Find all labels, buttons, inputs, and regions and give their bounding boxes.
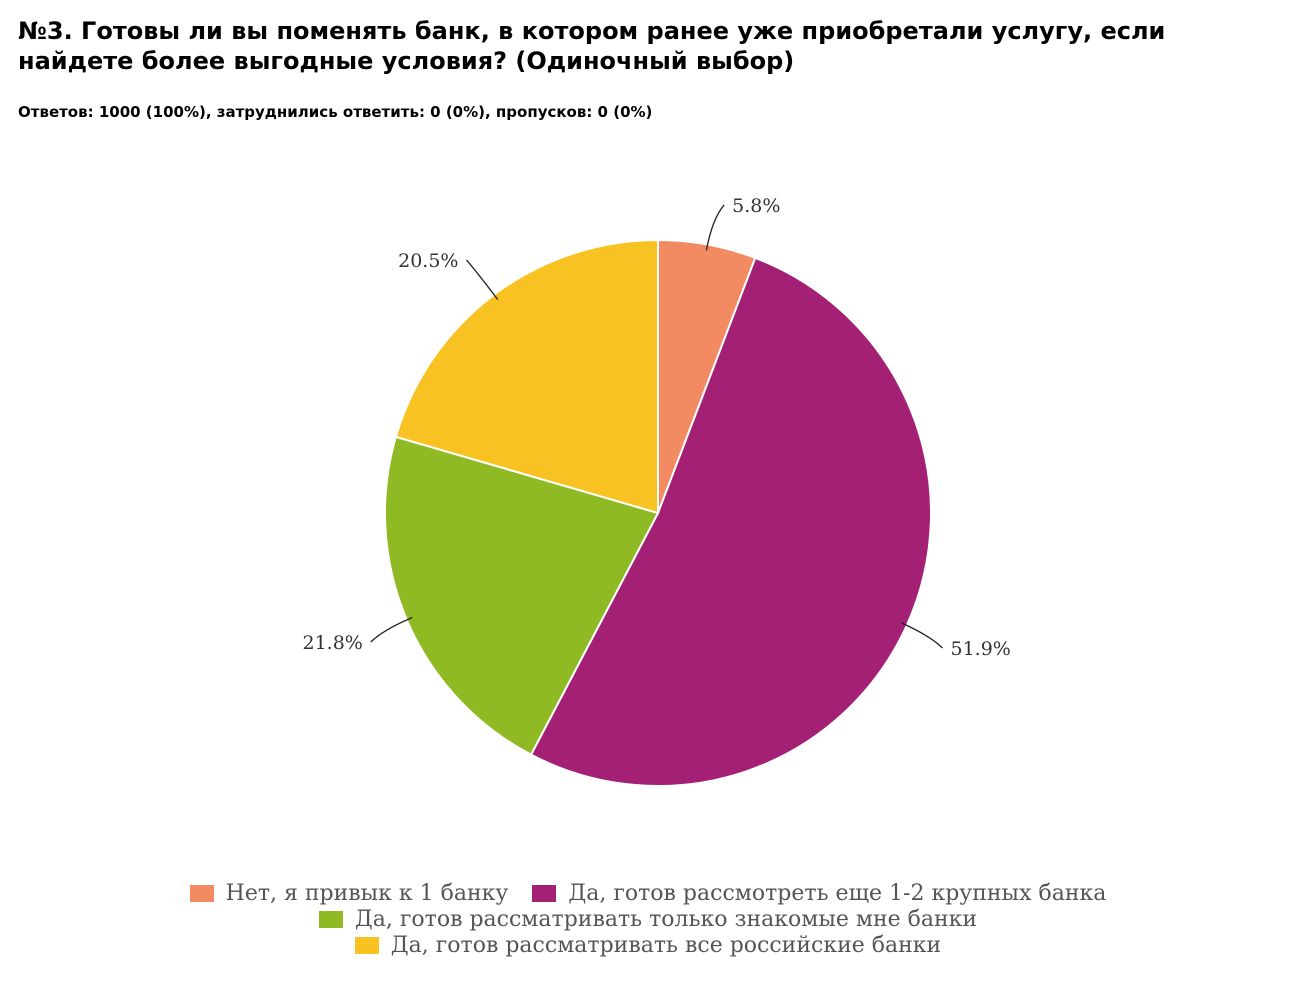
leader-line-no — [705, 204, 725, 251]
legend-swatch-no — [189, 884, 214, 902]
legend: Нет, я привык к 1 банку Да, готов рассмо… — [0, 880, 1296, 958]
legend-row-2: Да, готов рассматривать только знакомые … — [0, 906, 1296, 932]
leader-line-all-banks — [465, 259, 499, 300]
legend-row-3: Да, готов рассматривать все российские б… — [0, 932, 1296, 958]
pct-label-all-banks: 20.5% — [398, 250, 458, 272]
legend-swatch-big-banks — [532, 884, 557, 902]
legend-label-big-banks: Да, готов рассмотреть еще 1-2 крупных ба… — [568, 880, 1107, 906]
legend-label-familiar-banks: Да, готов рассматривать только знакомые … — [354, 906, 978, 932]
legend-item-all-banks: Да, готов рассматривать все российские б… — [354, 932, 942, 958]
legend-item-familiar-banks: Да, готов рассматривать только знакомые … — [318, 906, 978, 932]
legend-label-all-banks: Да, готов рассматривать все российские б… — [390, 932, 942, 958]
legend-item-big-banks: Да, готов рассмотреть еще 1-2 крупных ба… — [532, 881, 1106, 906]
leader-line-familiar-banks — [370, 616, 413, 643]
leader-line-big-banks — [901, 622, 943, 649]
pie-chart: 5.8% 51.9% 21.8% 20.5% — [302, 195, 1011, 787]
legend-label-no: Нет, я привык к 1 банку — [225, 880, 509, 906]
legend-swatch-familiar-banks — [318, 910, 343, 928]
response-stats: Ответов: 1000 (100%), затруднились ответ… — [18, 103, 653, 121]
pct-label-no: 5.8% — [732, 195, 780, 217]
legend-item-no: Нет, я привык к 1 банку — [189, 880, 509, 906]
pct-label-big-banks: 51.9% — [951, 638, 1011, 660]
pct-label-familiar-banks: 21.8% — [302, 632, 362, 654]
legend-row-1: Нет, я привык к 1 банку Да, готов рассмо… — [0, 880, 1296, 906]
chart-title: №3. Готовы ли вы поменять банк, в которо… — [18, 17, 1166, 75]
legend-swatch-all-banks — [354, 936, 379, 954]
